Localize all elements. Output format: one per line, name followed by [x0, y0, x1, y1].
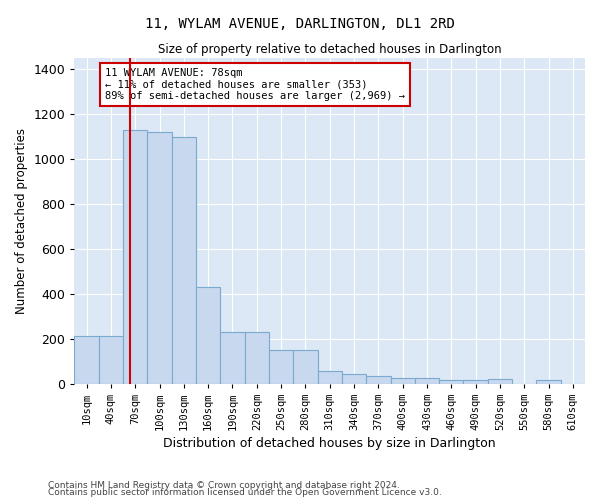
Bar [463, 380, 488, 384]
Bar [148, 132, 172, 384]
Text: Contains public sector information licensed under the Open Government Licence v3: Contains public sector information licen… [48, 488, 442, 497]
Y-axis label: Number of detached properties: Number of detached properties [15, 128, 28, 314]
Text: Contains HM Land Registry data © Crown copyright and database right 2024.: Contains HM Land Registry data © Crown c… [48, 480, 400, 490]
Bar [74, 336, 99, 384]
Text: 11 WYLAM AVENUE: 78sqm
← 11% of detached houses are smaller (353)
89% of semi-de: 11 WYLAM AVENUE: 78sqm ← 11% of detached… [105, 68, 405, 101]
Bar [196, 287, 220, 384]
Bar [99, 336, 123, 384]
Bar [391, 378, 415, 384]
Bar [172, 136, 196, 384]
Bar [220, 332, 245, 384]
Bar [366, 376, 391, 384]
Bar [488, 380, 512, 384]
Bar [342, 374, 366, 384]
X-axis label: Distribution of detached houses by size in Darlington: Distribution of detached houses by size … [163, 437, 496, 450]
Bar [439, 380, 463, 384]
Bar [123, 130, 148, 384]
Bar [536, 380, 560, 384]
Title: Size of property relative to detached houses in Darlington: Size of property relative to detached ho… [158, 42, 502, 56]
Bar [415, 378, 439, 384]
Bar [293, 350, 317, 384]
Bar [245, 332, 269, 384]
Bar [269, 350, 293, 384]
Text: 11, WYLAM AVENUE, DARLINGTON, DL1 2RD: 11, WYLAM AVENUE, DARLINGTON, DL1 2RD [145, 18, 455, 32]
Bar [317, 370, 342, 384]
